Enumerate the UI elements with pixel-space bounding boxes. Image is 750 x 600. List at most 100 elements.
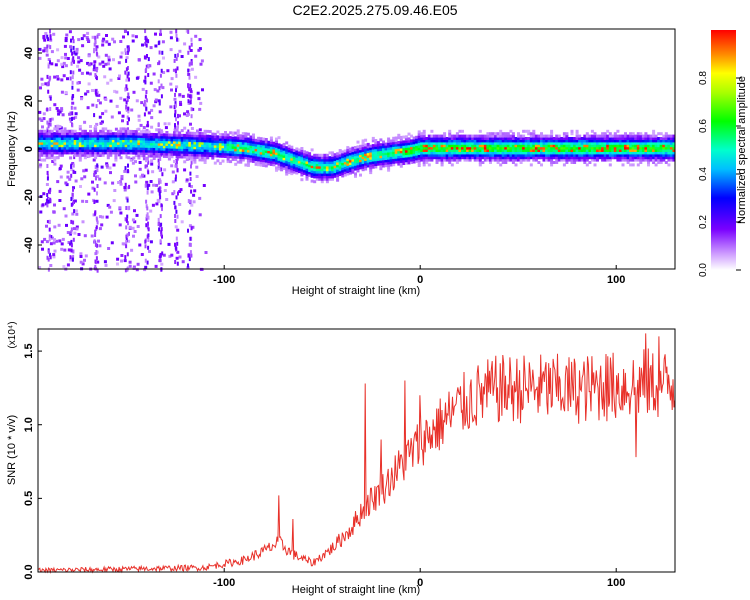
spectrogram-streak-cell [94,233,96,237]
spectrogram-ridge-cell [237,161,240,164]
spectrogram-noise-cell [104,110,107,113]
spectrogram-streak-cell [127,121,129,125]
spectrogram-noise-cell [138,58,141,61]
spectrogram-noise-cell [148,111,151,114]
spectrogram-noise-cell [104,98,107,101]
spectrogram-noise-cell [80,261,83,264]
spectrogram-streak-cell [177,168,179,172]
spectrogram-streak-cell [144,29,146,33]
spectrogram-noise-cell [194,55,197,58]
spectrogram-streak-cell [158,222,160,226]
spectrogram-streak-cell [173,201,175,205]
spectrogram-ridge-cell [527,130,530,133]
figure: C2E2.2025.275.09.46.E05 -100 0 100 -40-200… [0,0,750,600]
spectrogram-noise-cell [84,234,87,237]
spectrogram-noise-cell [165,198,168,201]
spectrogram-ridge-cell [537,161,540,164]
spectrogram-noise-cell [65,224,68,227]
spectrogram-streak-cell [71,86,73,90]
spectrogram-streak-cell [176,237,178,241]
spectrogram-ridge-cell [61,130,64,133]
spectrogram-noise-cell [175,85,178,88]
spectrogram-noise-cell [75,209,78,212]
snr-y-tick-label: 1.5 [23,343,35,358]
spectrogram-noise-cell [56,180,59,183]
spectrogram-ridge-cell [369,145,372,148]
spectrogram-ridge-cell [632,163,635,166]
spectrogram-ridge-cell [502,132,505,135]
spectrogram-streak-cell [175,69,177,73]
spectrogram-noise-cell [199,102,202,105]
spectrogram-streak-cell [191,43,193,47]
spectrogram-streak-cell [145,184,147,188]
spectrogram-noise-cell [108,206,111,209]
spectrogram-streak-cell [70,220,72,224]
spectrogram-ridge-cell [173,131,176,134]
spectrogram-streak-cell [158,181,160,185]
spectrogram-streak-cell [125,240,127,244]
spectrogram-ridge-cell [222,160,225,163]
spectrogram-streak-cell [128,117,130,121]
spectrogram-noise-cell [69,156,72,159]
spectrogram-streak-cell [70,112,72,116]
spectrogram-streak-cell [70,164,72,168]
spectrogram-noise-cell [108,59,111,62]
spectrogram-noise-cell [122,115,125,118]
spectrogram-streak-cell [144,112,146,116]
spectrogram-streak-cell [126,67,128,71]
spectrogram-ridge-cell [89,125,92,128]
spectrogram-noise-cell [60,165,63,168]
spectrogram-streak-cell [176,195,178,199]
spectrogram-y-axis-label: Frequency (Hz) [6,111,18,187]
colorbar-tick-label: 0.2 [698,215,709,229]
spectrogram-streak-cell [71,243,73,247]
spectrogram-streak-cell [161,94,163,98]
spectrogram-noise-cell [98,178,101,181]
spectrogram-noise-cell [82,169,85,172]
spectrogram-streak-cell [94,210,96,214]
spectrogram-streak-cell [46,203,48,207]
spectrogram-noise-cell [69,30,72,33]
spectrogram-noise-cell [190,204,193,207]
spectrogram-streak-cell [93,48,95,52]
spectrogram-ridge-cell [385,143,388,146]
spectrogram-streak-cell [159,86,161,90]
spectrogram-streak-cell [95,176,97,180]
spectrogram-noise-cell [162,40,165,43]
spectrogram-noise-cell [75,180,78,183]
spectrogram-streak-cell [127,31,129,35]
spectrogram-ridge-cell [51,130,54,133]
spectrogram-y-tick-label: -40 [23,237,35,253]
spectrogram-streak-cell [160,232,162,236]
spectrogram-noise-cell [92,36,95,39]
spectrogram-ridge-cell [300,147,303,150]
spectrogram-streak-cell [158,79,160,83]
spectrogram-y-tick-label: 40 [23,47,35,59]
spectrogram-ridge-cell [530,163,533,166]
spectrogram-ridge-cell [150,126,153,129]
spectrogram-noise-cell [150,46,153,49]
spectrogram-noise-cell [50,242,53,245]
spectrogram-noise-cell [85,254,88,257]
spectrogram-noise-cell [60,78,63,81]
spectrogram-noise-cell [138,244,141,247]
spectrogram-ridge-cell [92,132,95,135]
spectrogram-noise-cell [87,193,90,196]
spectrogram-noise-cell [57,113,60,116]
spectrogram-ridge-cell [135,130,138,133]
snr-y-axis-label: SNR (10 * v/v) [6,415,18,485]
spectrogram-ridge-cell [288,145,291,148]
spectrogram-ridge-cell [155,128,158,131]
spectrogram-streak-cell [49,220,51,224]
spectrogram-noise-cell [61,91,64,94]
spectrogram-noise-cell [75,112,78,115]
spectrogram-noise-cell [186,110,189,113]
spectrogram-streak-cell [160,214,162,218]
spectrogram-streak-cell [144,100,146,104]
spectrogram-ridge-cell [125,130,128,133]
spectrogram-ridge-cell [415,136,418,139]
spectrogram-streak-cell [125,183,127,187]
spectrogram-streak-cell [49,228,51,232]
spectrogram-ridge-cell [665,132,668,135]
spectrogram-streak-cell [97,35,99,39]
